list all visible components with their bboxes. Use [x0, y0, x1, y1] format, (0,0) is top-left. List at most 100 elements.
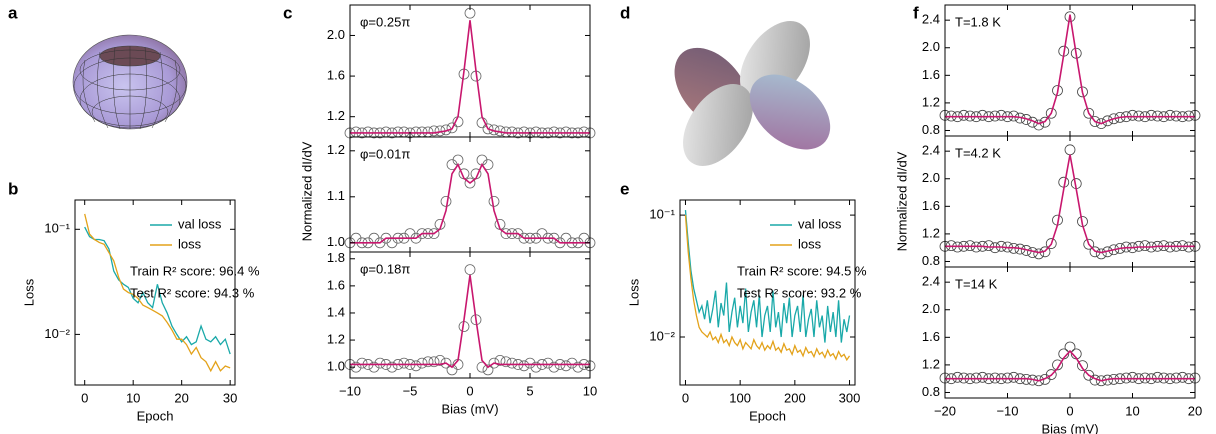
y-tick-label: 0.8 — [922, 384, 940, 399]
data-point — [464, 264, 476, 276]
x-tick-label: 20 — [1188, 403, 1202, 418]
data-point — [572, 361, 584, 373]
orbital-image — [674, 21, 831, 166]
data-point — [1020, 114, 1032, 125]
x-tick-label: 0 — [466, 383, 473, 398]
y-tick-label: 2.0 — [922, 170, 940, 185]
y-tick-label: 1.2 — [327, 108, 345, 123]
data-point — [440, 357, 452, 369]
x-tick-label: 5 — [526, 383, 533, 398]
y-axis-label: Loss — [21, 278, 36, 306]
data-point — [1045, 107, 1057, 119]
data-point — [1152, 371, 1163, 383]
data-point — [1045, 369, 1057, 380]
data-point — [494, 354, 506, 366]
panel-letter: c — [283, 3, 292, 22]
data-point — [464, 177, 476, 189]
plot-frame — [679, 199, 856, 386]
fit-line — [350, 20, 590, 134]
y-tick-label: 0.8 — [922, 122, 940, 137]
x-tick-label: −10 — [339, 383, 361, 398]
panel-letter: a — [8, 3, 18, 22]
y-tick-label: 1.2 — [327, 332, 345, 347]
data-point — [1052, 85, 1063, 96]
x-tick-label: 10 — [583, 383, 597, 398]
y-tick-label: 1.6 — [922, 198, 940, 213]
panel-letter: f — [913, 3, 919, 22]
annotation: Train R² score: 94.5 % — [737, 263, 867, 278]
data-point — [428, 125, 440, 137]
data-point — [1083, 238, 1095, 250]
annotation: φ=0.01π — [360, 146, 410, 161]
loss-line — [84, 213, 231, 373]
fit-line — [350, 274, 590, 369]
data-point — [1095, 375, 1107, 387]
data-point — [1127, 109, 1138, 121]
x-tick-label: 30 — [223, 390, 237, 405]
annotation: φ=0.18π — [360, 261, 410, 276]
annotation: T=1.8 K — [955, 14, 1001, 29]
legend-label: loss — [798, 236, 822, 251]
y-tick-label: 10⁻¹ — [44, 221, 70, 236]
data-point — [506, 357, 518, 369]
data-point — [566, 357, 578, 369]
data-point — [524, 357, 536, 369]
y-axis-label: Loss — [626, 278, 641, 306]
y-tick-label: 10⁻² — [44, 326, 70, 341]
data-point — [1095, 118, 1107, 129]
data-point — [518, 360, 530, 372]
data-point — [1064, 144, 1076, 156]
data-point — [995, 109, 1007, 121]
x-axis-label: Bias (mV) — [441, 401, 498, 416]
data-point — [1033, 248, 1045, 260]
data-point — [1139, 240, 1151, 252]
y-tick-label: 1.2 — [327, 142, 345, 157]
data-point — [1083, 107, 1095, 119]
x-tick-label: −10 — [996, 403, 1018, 418]
data-point — [1108, 113, 1120, 125]
data-point — [977, 109, 988, 121]
x-tick-label: −5 — [403, 383, 418, 398]
x-tick-label: 0 — [1066, 403, 1073, 418]
annotation: Train R² score: 96.4 % — [130, 263, 260, 278]
data-point — [530, 361, 542, 373]
y-tick-label: 1.2 — [922, 356, 940, 371]
data-point — [386, 361, 398, 373]
y-tick-label: 1.1 — [327, 188, 345, 203]
data-point — [560, 360, 572, 372]
y-tick-label: 2.0 — [922, 39, 940, 54]
loss-line — [684, 215, 851, 362]
data-point — [1064, 11, 1076, 23]
data-point — [1177, 371, 1188, 383]
x-tick-label: 100 — [729, 390, 751, 405]
y-tick-label: 1.0 — [327, 359, 345, 374]
data-point — [1077, 86, 1088, 98]
data-point — [446, 122, 458, 134]
y-tick-label: 10⁻¹ — [649, 207, 675, 222]
x-tick-label: 0 — [682, 390, 689, 405]
y-tick-label: 1.8 — [327, 250, 345, 265]
legend-label: loss — [178, 236, 202, 251]
data-point — [482, 364, 494, 376]
data-point — [434, 354, 446, 366]
annotation: Test R² score: 93.2 % — [737, 285, 862, 300]
data-point — [548, 361, 560, 373]
data-point — [1095, 248, 1107, 260]
y-tick-label: 1.0 — [327, 234, 345, 249]
y-axis-label: Normalized dI/dV — [894, 151, 909, 251]
y-tick-label: 2.4 — [922, 143, 940, 158]
x-axis-label: Epoch — [749, 408, 786, 423]
y-tick-label: 1.2 — [922, 94, 940, 109]
data-point — [1108, 244, 1120, 256]
data-point — [416, 126, 428, 138]
x-tick-label: 10 — [1125, 403, 1139, 418]
data-point — [488, 357, 500, 369]
data-point — [416, 357, 428, 369]
x-axis-label: Epoch — [137, 408, 174, 423]
panel-letter: b — [8, 179, 18, 198]
data-point — [1164, 109, 1176, 121]
data-point — [958, 109, 970, 121]
data-point — [1039, 116, 1051, 128]
y-tick-label: 1.6 — [922, 67, 940, 82]
